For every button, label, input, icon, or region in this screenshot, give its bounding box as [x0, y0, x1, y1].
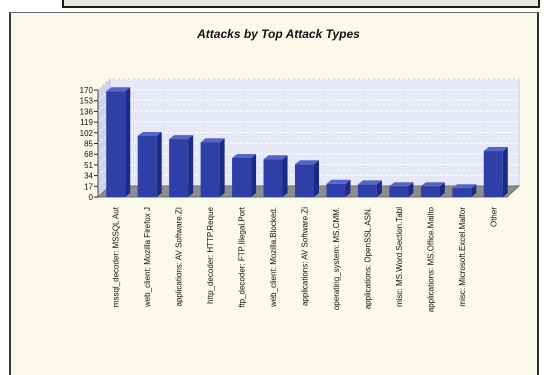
bar-front: [232, 157, 252, 197]
bar-front: [420, 186, 440, 197]
x-tick-label: applications: MS.Office.Mailto: [426, 206, 435, 312]
bar-top: [389, 182, 414, 187]
bar-front: [106, 91, 126, 197]
bar-front: [200, 142, 220, 197]
bar: [483, 147, 508, 197]
bar-side: [345, 179, 351, 197]
x-tick-label: web_client: Mozilla Firefox J: [143, 207, 152, 308]
bar: [357, 180, 382, 197]
bar-side: [125, 87, 131, 197]
bar-top: [137, 131, 162, 136]
x-tick-label: applications: AV Software.Zi: [301, 207, 310, 306]
x-tick-label: applications: AV Software.ZI: [175, 207, 184, 306]
x-tick-label: web_client: Mozilla.Blocked.: [269, 207, 278, 308]
gridline-side: [97, 78, 111, 91]
bar-side: [408, 182, 414, 197]
bar-front: [263, 159, 283, 197]
x-tick-label: operating_system: MS.CMM.: [332, 207, 341, 310]
bars: [106, 87, 508, 197]
bar-top: [263, 155, 288, 160]
bar-front: [169, 139, 189, 197]
bar-side: [439, 182, 445, 197]
y-tick-label: 17: [84, 182, 93, 191]
frame-edge-left: [62, 0, 64, 8]
page-margin: [541, 12, 557, 375]
bar-front: [389, 186, 409, 197]
bar-top: [483, 147, 508, 152]
y-tick-label: 0: [89, 193, 94, 202]
x-tick-label: http_decoder: HTTP.Reque: [206, 206, 215, 303]
bar: [106, 87, 131, 197]
bar-side: [376, 180, 382, 197]
bar-side: [251, 153, 257, 197]
frame-edge-bottom: [62, 6, 540, 8]
window-frame-top: [0, 0, 557, 9]
bar-top: [169, 135, 194, 140]
y-tick-label: 51: [84, 161, 93, 170]
y-tick-label: 170: [80, 86, 94, 95]
chart-title: Attacks by Top Attack Types: [197, 27, 360, 41]
y-tick-label: 102: [80, 129, 94, 138]
x-tick-label: applications: OpenSSL.ASN.: [363, 207, 372, 309]
y-tick-label: 136: [80, 107, 94, 116]
x-tick-label: mssql_decoder: MSSQL Aut: [112, 206, 121, 307]
bar-side: [156, 131, 162, 197]
bar-side: [282, 155, 288, 197]
bar-front: [326, 183, 346, 197]
bar: [137, 131, 162, 197]
bar: [200, 138, 225, 197]
x-tick-label: misc: Microsoft.Excel.Malfor: [458, 207, 467, 307]
bar: [326, 179, 351, 197]
bar-side: [188, 135, 194, 197]
bar-side: [219, 138, 225, 197]
x-axis-labels: mssql_decoder: MSSQL Aut web_client: Mozi…: [112, 206, 499, 312]
bar-top: [326, 179, 351, 184]
bar-front: [295, 164, 314, 197]
bar-top: [200, 138, 225, 143]
bar: [295, 160, 319, 197]
bar: [389, 182, 414, 197]
bar-side: [471, 184, 477, 197]
bar-side: [314, 160, 319, 197]
x-tick-label: ftp_decoder: FTP.Illegal.Port: [238, 206, 247, 308]
bar: [420, 182, 445, 197]
frame-inner: [64, 0, 538, 6]
frame-edge-right: [538, 0, 540, 8]
bar-top: [295, 160, 319, 165]
bar: [232, 153, 257, 197]
bar-front: [137, 135, 157, 197]
bar-top: [106, 87, 131, 92]
bar-front: [483, 151, 503, 197]
y-tick-label: 119: [80, 118, 93, 127]
bar-front: [452, 188, 472, 197]
bar-top: [357, 180, 382, 185]
bar-top: [452, 184, 477, 189]
bar: [169, 135, 194, 197]
bar: [263, 155, 288, 197]
y-tick-label: 85: [84, 140, 93, 149]
y-tick-label: 34: [84, 172, 93, 181]
x-tick-label: Other: [489, 207, 498, 227]
y-tick-label: 68: [84, 150, 93, 159]
y-tick-label: 153: [80, 97, 94, 106]
bar-front: [357, 184, 377, 197]
bar: [452, 184, 477, 197]
x-tick-label: misc: MS.Word.Section.Tabl: [395, 207, 404, 307]
bar-side: [502, 147, 508, 197]
bar-top: [232, 153, 257, 158]
bar-top: [420, 182, 445, 187]
